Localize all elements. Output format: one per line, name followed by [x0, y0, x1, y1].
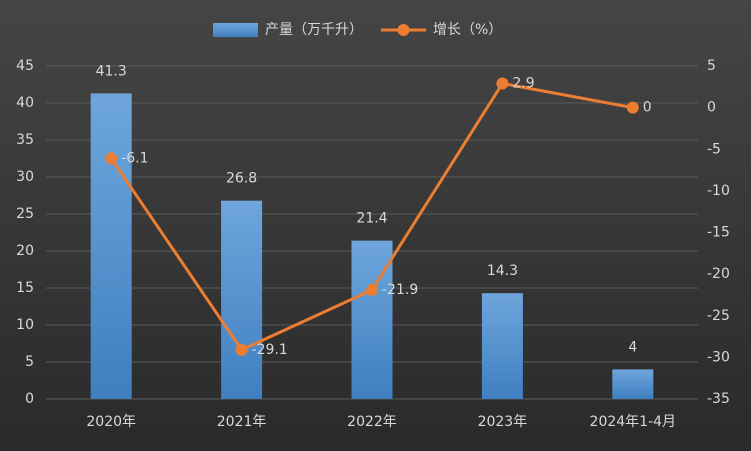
bar-value-label: 41.3 — [96, 63, 127, 79]
y-tick-label: 15 — [16, 280, 34, 296]
line-value-label: 0 — [643, 100, 652, 116]
line-marker — [366, 283, 378, 296]
y-tick-label: 35 — [16, 132, 34, 148]
y2-tick-label: -5 — [707, 141, 721, 157]
y-tick-label: 25 — [16, 206, 34, 222]
y-tick-label: 10 — [16, 317, 34, 333]
legend-swatch — [213, 23, 258, 37]
legend-swatch — [397, 24, 410, 36]
y-tick-label: 45 — [16, 58, 34, 74]
y2-tick-label: -25 — [707, 308, 730, 324]
line-marker — [105, 152, 118, 165]
bar — [351, 240, 393, 399]
line-value-label: 2.9 — [512, 75, 534, 91]
y2-tick-label: -30 — [707, 349, 730, 365]
bar — [221, 200, 263, 399]
line-value-label: -6.1 — [121, 150, 148, 166]
bar-value-label: 26.8 — [226, 171, 257, 187]
x-tick-label: 2022年 — [347, 414, 397, 430]
bar-value-label: 21.4 — [356, 211, 387, 227]
x-tick-label: 2020年 — [86, 414, 136, 430]
line-marker — [496, 77, 509, 90]
bar-value-label: 14.3 — [487, 263, 518, 279]
legend-label: 产量（万千升） — [265, 22, 363, 38]
x-tick-label: 2024年1-4月 — [590, 414, 677, 430]
bar — [612, 369, 654, 399]
line-value-label: -29.1 — [252, 342, 288, 358]
x-tick-label: 2023年 — [478, 414, 528, 430]
bar — [481, 293, 523, 399]
y2-tick-label: 0 — [707, 100, 716, 116]
y2-tick-label: -10 — [707, 183, 730, 199]
y2-tick-label: -35 — [707, 391, 730, 407]
line-marker — [626, 101, 639, 114]
y-tick-label: 40 — [16, 95, 34, 111]
y-tick-label: 0 — [25, 391, 34, 407]
y2-tick-label: 5 — [707, 58, 716, 74]
bar-value-label: 4 — [628, 339, 637, 355]
y2-tick-label: -15 — [707, 225, 730, 241]
legend-label: 增长（%） — [433, 22, 502, 38]
bar — [90, 93, 132, 399]
line-marker — [235, 343, 248, 356]
y-tick-label: 20 — [16, 243, 34, 259]
y2-tick-label: -20 — [707, 266, 730, 282]
y-tick-label: 30 — [16, 169, 34, 185]
y-tick-label: 5 — [25, 354, 34, 370]
line-value-label: -21.9 — [382, 282, 418, 298]
x-tick-label: 2021年 — [217, 414, 267, 430]
